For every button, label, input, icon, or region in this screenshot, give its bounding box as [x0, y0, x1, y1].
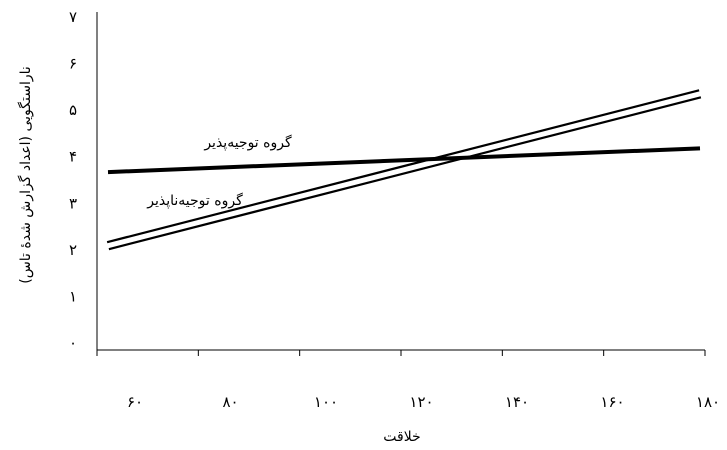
y-tick-label: ۲ [69, 241, 77, 259]
series-label-justifiable: گروه توجیه‌پذیر [203, 134, 292, 151]
x-tick-label: ۱۴۰ [505, 393, 529, 411]
series-layer [106, 89, 702, 251]
y-axis-title: ناراستگویی (اعداد گزارش شدۀ تاس) [17, 66, 34, 284]
x-tick-label: ۱۲۰ [409, 393, 433, 411]
x-tick-label: ۱۶۰ [600, 393, 624, 411]
x-axis-title: خلاقت [383, 429, 420, 445]
series-line-1 [106, 89, 700, 244]
y-tick-label: ۷ [69, 8, 77, 26]
y-axis-ticks: ۰ ۱ ۲ ۳ ۴ ۵ ۶ ۷ [69, 8, 77, 352]
series-line-1 [108, 96, 702, 251]
y-tick-label: ۵ [69, 101, 77, 119]
y-tick-label: ۳ [69, 194, 77, 212]
series-label-unjustifiable: گروه توجیه‌ناپذیر [146, 192, 243, 209]
y-tick-label: ۱ [69, 287, 77, 305]
x-tick-label: ۱۰۰ [314, 393, 338, 411]
x-axis-ticks: ۶۰ ۸۰ ۱۰۰ ۱۲۰ ۱۴۰ ۱۶۰ ۱۸۰ [96, 350, 720, 411]
y-tick-label: ۶ [69, 55, 77, 73]
x-tick-label: ۱۸۰ [696, 393, 720, 411]
y-tick-label: ۰ [69, 334, 77, 352]
x-tick-label: ۸۰ [222, 393, 238, 411]
series-line-0 [107, 146, 701, 175]
x-tick-label: ۶۰ [127, 393, 143, 411]
y-tick-label: ۴ [69, 148, 77, 166]
